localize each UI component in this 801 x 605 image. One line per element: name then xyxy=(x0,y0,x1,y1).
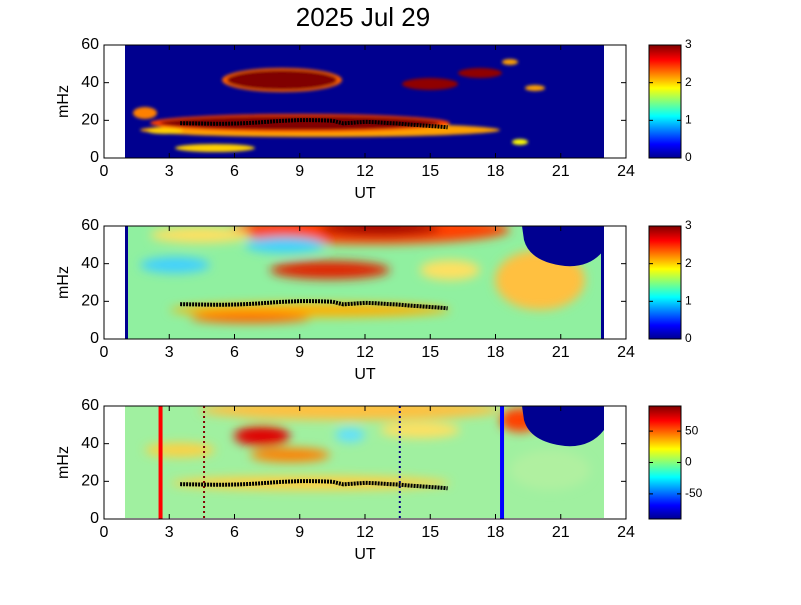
trace-line xyxy=(180,479,448,491)
colorbar xyxy=(648,405,682,520)
y-tick-label: 0 xyxy=(90,149,99,166)
x-tick-label: 3 xyxy=(165,524,174,541)
x-tick-label: 18 xyxy=(487,344,505,361)
spectrogram xyxy=(125,226,604,339)
x-tick-label: 6 xyxy=(230,524,239,541)
x-axis-label: UT xyxy=(354,366,376,383)
trace-line xyxy=(180,299,448,311)
chart-title: 2025 Jul 29 xyxy=(296,2,430,32)
x-tick-label: 12 xyxy=(356,344,374,361)
x-tick-label: 0 xyxy=(100,163,109,180)
y-axis-label: mHz xyxy=(55,446,72,479)
colorbar-tick-label: 2 xyxy=(685,256,692,270)
colorbar-tick-label: 0 xyxy=(685,331,692,345)
x-tick-label: 9 xyxy=(295,163,304,180)
x-tick-label: 21 xyxy=(552,163,570,180)
x-tick-label: 18 xyxy=(487,163,505,180)
x-tick-label: 0 xyxy=(100,524,109,541)
colorbar-tick-label: 1 xyxy=(685,113,692,127)
spectrogram xyxy=(125,406,604,518)
x-axis-label: UT xyxy=(354,185,376,202)
y-tick-label: 20 xyxy=(81,112,99,129)
x-tick-label: 0 xyxy=(100,344,109,361)
y-axis-label: mHz xyxy=(55,266,72,299)
x-tick-label: 9 xyxy=(295,524,304,541)
x-tick-label: 3 xyxy=(165,163,174,180)
colorbar xyxy=(648,225,682,340)
x-tick-label: 21 xyxy=(552,344,570,361)
y-tick-label: 40 xyxy=(81,255,99,272)
x-tick-label: 15 xyxy=(421,163,439,180)
spectrogram xyxy=(125,45,604,158)
x-tick-label: 21 xyxy=(552,524,570,541)
y-tick-label: 60 xyxy=(81,217,99,234)
x-tick-label: 12 xyxy=(356,524,374,541)
y-tick-label: 0 xyxy=(90,330,99,347)
x-axis-label: UT xyxy=(354,546,376,563)
y-tick-label: 20 xyxy=(81,473,99,490)
y-axis-label: mHz xyxy=(55,85,72,118)
y-tick-label: 60 xyxy=(81,397,99,414)
colorbar-tick-label: 1 xyxy=(685,294,692,308)
x-tick-label: 24 xyxy=(617,163,635,180)
y-tick-label: 20 xyxy=(81,293,99,310)
colorbar-tick-label: 3 xyxy=(685,37,692,51)
x-tick-label: 6 xyxy=(230,163,239,180)
y-tick-label: 60 xyxy=(81,36,99,53)
x-tick-label: 24 xyxy=(617,524,635,541)
colorbar-tick-label: 0 xyxy=(685,455,692,469)
x-tick-label: 12 xyxy=(356,163,374,180)
trace-line xyxy=(180,118,448,130)
colorbar-tick-label: -50 xyxy=(685,486,703,500)
colorbar xyxy=(648,44,682,159)
y-tick-label: 40 xyxy=(81,74,99,91)
x-tick-label: 9 xyxy=(295,344,304,361)
x-tick-label: 24 xyxy=(617,344,635,361)
y-tick-label: 0 xyxy=(90,510,99,527)
colorbar-tick-label: 50 xyxy=(685,423,699,437)
colorbar-tick-label: 0 xyxy=(685,150,692,164)
y-tick-label: 40 xyxy=(81,435,99,452)
x-tick-label: 15 xyxy=(421,344,439,361)
x-tick-label: 3 xyxy=(165,344,174,361)
colorbar-tick-label: 2 xyxy=(685,75,692,89)
x-tick-label: 18 xyxy=(487,524,505,541)
x-tick-label: 15 xyxy=(421,524,439,541)
colorbar-tick-label: 3 xyxy=(685,218,692,232)
x-tick-label: 6 xyxy=(230,344,239,361)
